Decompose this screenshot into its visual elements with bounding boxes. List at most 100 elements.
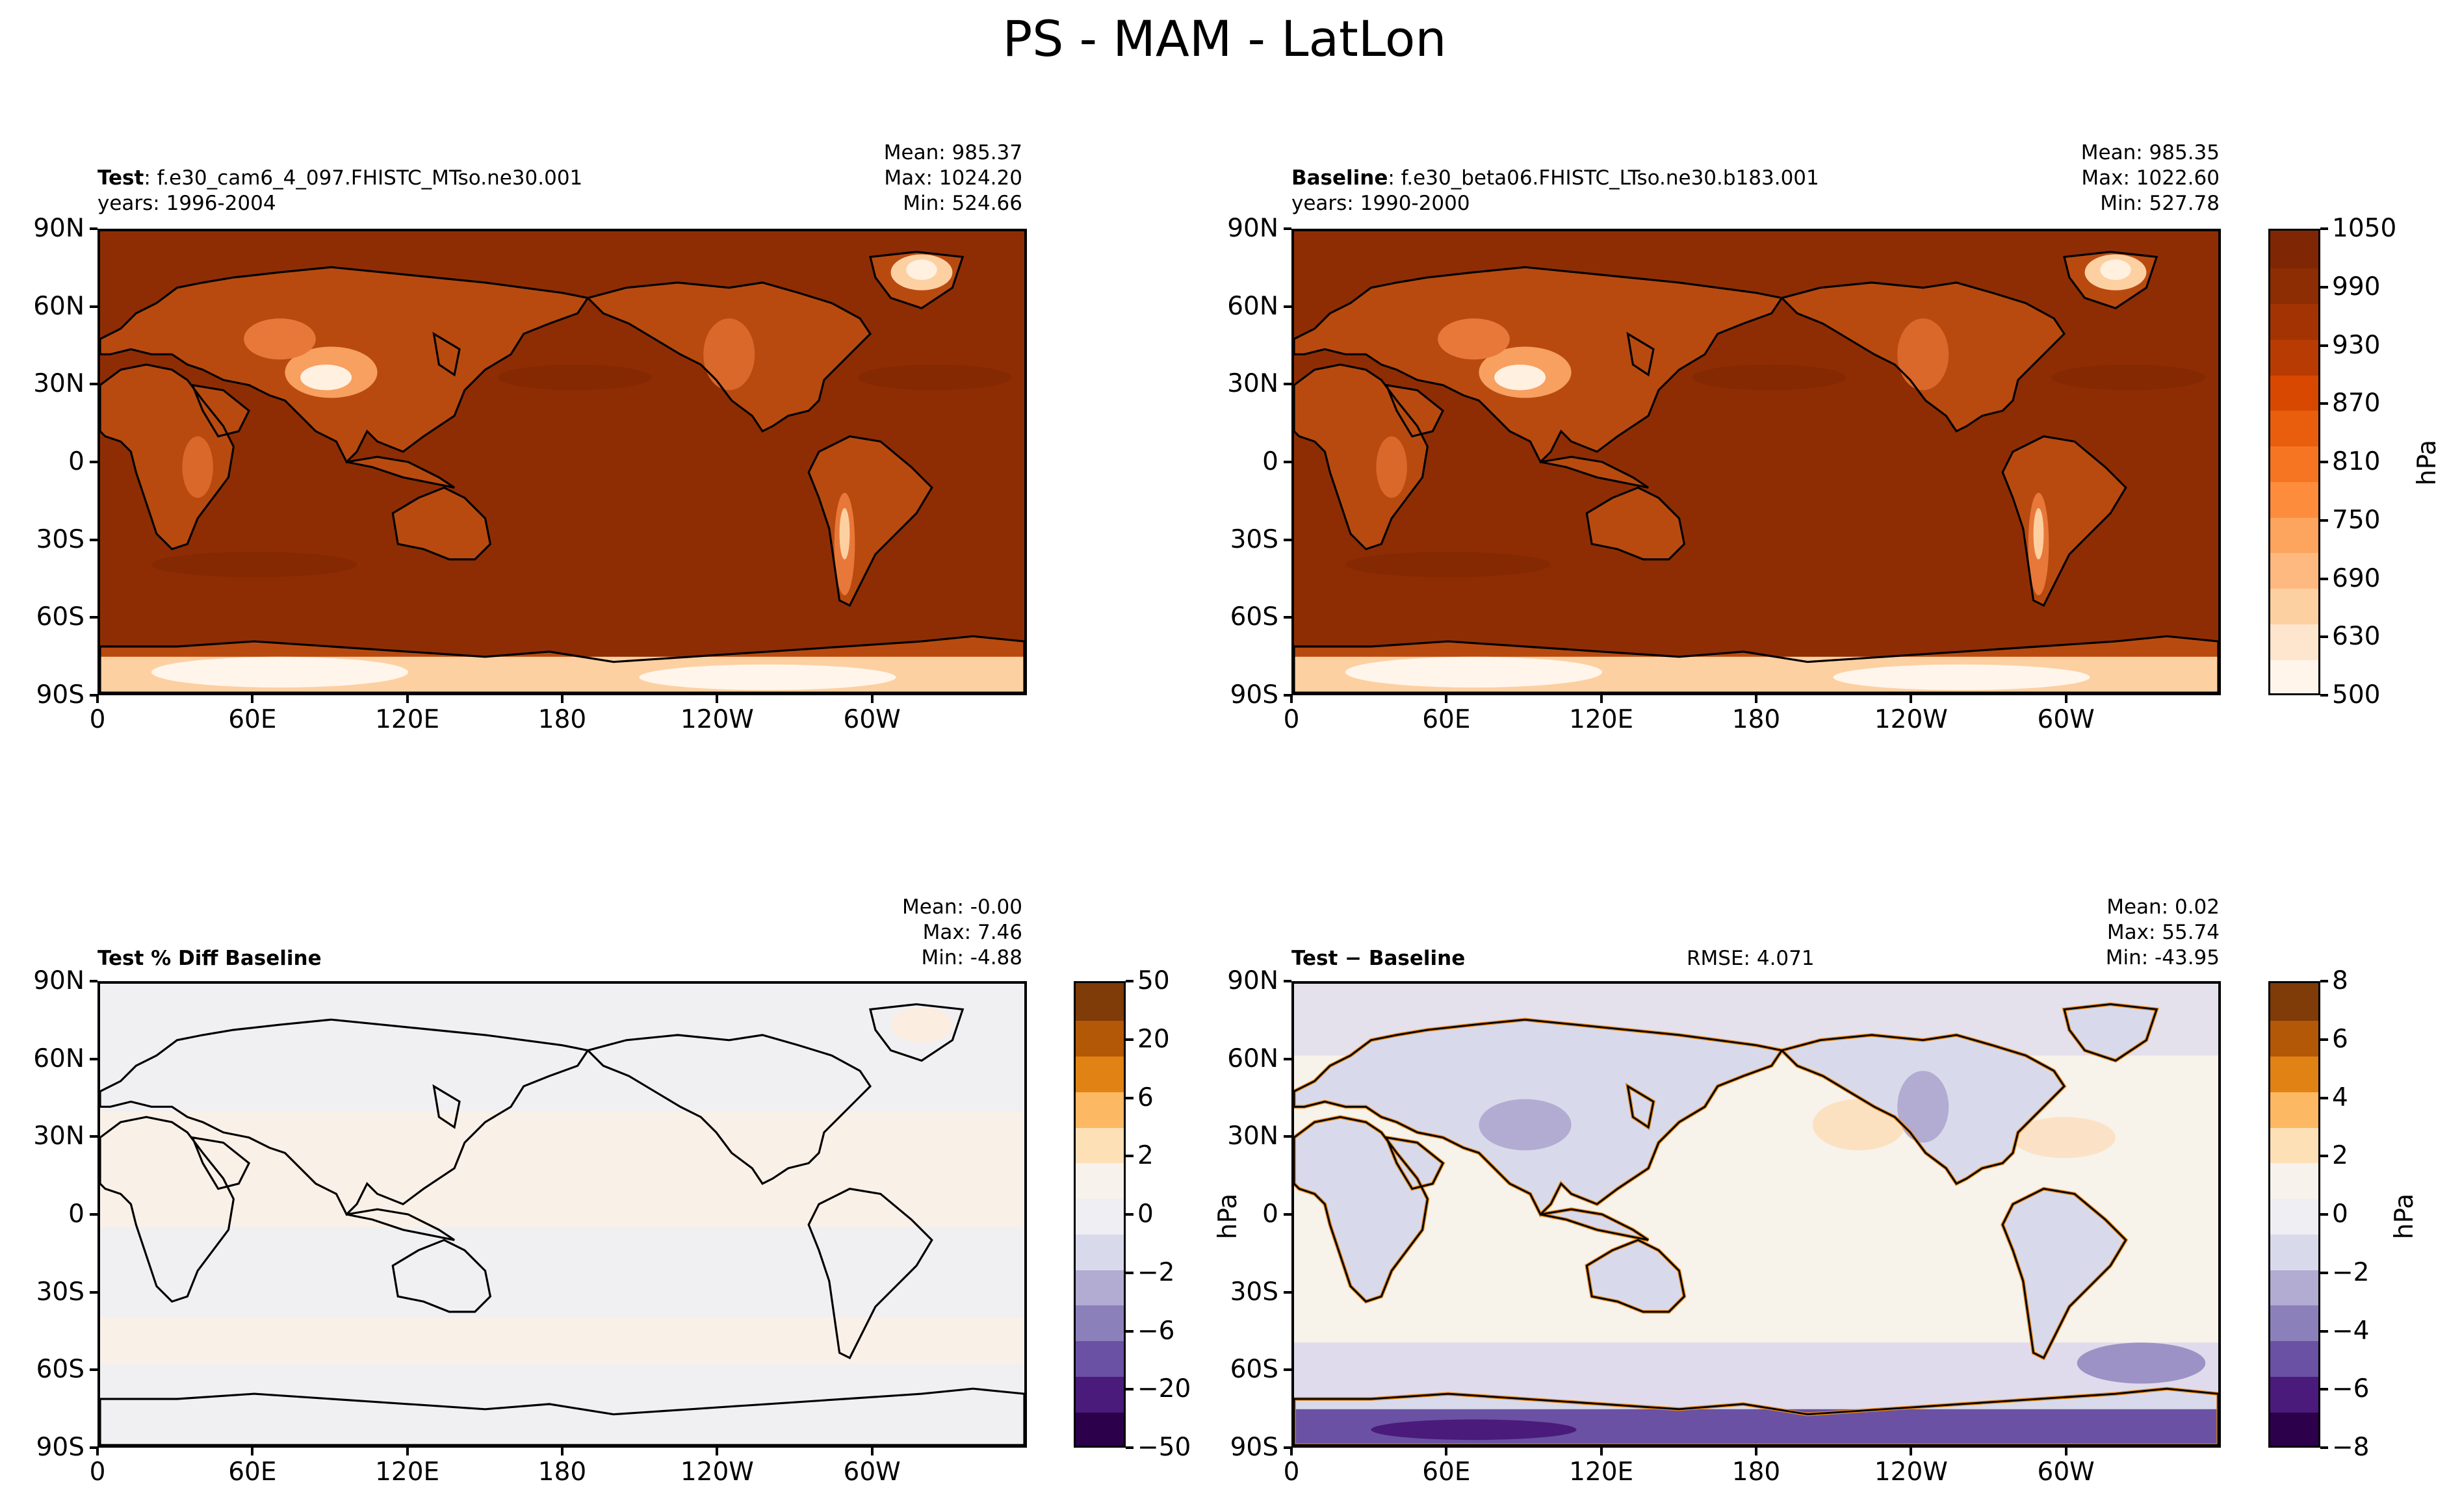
baseline-case-label: Baseline: f.e30_beta06.FHISTC_LTso.ne30.… <box>1291 166 1819 191</box>
y-tick-mark <box>90 305 97 308</box>
colorbar-segment <box>2270 1160 2318 1199</box>
y-tick-mark <box>1284 616 1291 619</box>
x-tick-mark <box>2064 695 2067 703</box>
x-tick-label: 60W <box>2037 1457 2095 1487</box>
x-tick-label: 120E <box>375 1457 440 1487</box>
y-tick-label: 60N <box>1227 291 1278 321</box>
colorbar-tick-label: −6 <box>1137 1316 1175 1346</box>
x-tick-label: 60W <box>843 705 901 734</box>
x-tick-mark <box>96 695 99 703</box>
y-tick-label: 0 <box>68 1199 84 1229</box>
x-tick-label: 180 <box>1731 1457 1781 1487</box>
colorbar-segment <box>1076 1374 1124 1413</box>
colorbar-segment <box>1076 1018 1124 1057</box>
colorbar-tick-mark <box>1126 1038 1134 1041</box>
pct-colorbar <box>1074 981 1126 1448</box>
y-tick-mark <box>1284 1446 1291 1449</box>
colorbar-tick-mark <box>1126 980 1134 982</box>
y-tick-label: 90S <box>36 1433 84 1462</box>
colorbar-tick-label: −2 <box>1137 1257 1175 1287</box>
colorbar-tick-label: 0 <box>2332 1199 2348 1229</box>
x-tick-mark <box>1910 695 1913 703</box>
baseline-max: Max: 1022.60 <box>2081 166 2220 190</box>
abs-diff-min: Min: -43.95 <box>2105 946 2220 969</box>
y-tick-label: 30S <box>36 1277 84 1307</box>
colorbar-tick-label: 930 <box>2332 330 2381 360</box>
y-tick-label: 30N <box>33 369 84 399</box>
y-tick-label: 0 <box>1262 447 1278 476</box>
colorbar-tick-mark <box>2320 1038 2328 1041</box>
y-tick-label: 30N <box>33 1121 84 1151</box>
colorbar-segment <box>2270 337 2318 376</box>
abs-diff-rmse: RMSE: 4.071 <box>1687 947 1815 970</box>
x-tick-mark <box>1290 1448 1293 1455</box>
colorbar-segment <box>2270 983 2318 1021</box>
colorbar-segment <box>1076 1196 1124 1235</box>
ps-colorbar-unit: hPa <box>2413 439 2443 486</box>
colorbar-tick-label: −50 <box>1137 1433 1191 1462</box>
diff-colorbar <box>2268 981 2320 1448</box>
x-tick-mark <box>406 1448 409 1455</box>
test-max: Max: 1024.20 <box>884 166 1022 190</box>
x-tick-mark <box>1600 695 1603 703</box>
colorbar-tick-label: −8 <box>2332 1433 2370 1462</box>
colorbar-segment <box>2270 1196 2318 1235</box>
y-tick-label: 0 <box>1262 1199 1278 1229</box>
y-tick-mark <box>90 1290 97 1294</box>
y-tick-label: 60N <box>1227 1044 1278 1073</box>
colorbar-tick-label: −4 <box>2332 1316 2370 1346</box>
x-tick-mark <box>561 695 564 703</box>
colorbar-tick-label: 20 <box>1137 1024 1170 1054</box>
test-case-label: Test: f.e30_cam6_4_097.FHISTC_MTso.ne30.… <box>97 166 582 191</box>
colorbar-tick-mark <box>2320 980 2328 982</box>
pct-diff-map-svg <box>100 984 1024 1445</box>
colorbar-tick-mark <box>1126 1329 1134 1333</box>
y-tick-label: 90S <box>36 680 84 710</box>
y-tick-mark <box>90 1213 97 1216</box>
colorbar-segment <box>1076 1303 1124 1342</box>
colorbar-tick-label: 990 <box>2332 272 2381 301</box>
colorbar-segment <box>2270 1303 2318 1342</box>
test-stats: Mean: 985.37 Max: 1024.20 Min: 524.66 <box>884 140 1022 216</box>
colorbar-tick-mark <box>2320 1213 2328 1216</box>
y-tick-mark <box>1284 1057 1291 1060</box>
colorbar-tick-label: 500 <box>2332 680 2381 710</box>
pct-diff-stats: Mean: -0.00 Max: 7.46 Min: -4.88 <box>902 895 1022 971</box>
pct-diff-map <box>97 981 1027 1448</box>
colorbar-tick-label: 690 <box>2332 563 2381 593</box>
colorbar-segment <box>1076 1268 1124 1306</box>
colorbar-segment <box>2270 1374 2318 1413</box>
y-tick-label: 90N <box>33 966 84 995</box>
colorbar-tick-mark <box>2320 1446 2328 1449</box>
y-tick-label: 60N <box>33 1044 84 1073</box>
colorbar-segment <box>2270 1410 2318 1446</box>
colorbar-tick-mark <box>2320 519 2328 522</box>
y-tick-label: 90N <box>1227 214 1278 243</box>
colorbar-tick-label: 6 <box>2332 1024 2348 1054</box>
colorbar-segment <box>2270 1054 2318 1092</box>
colorbar-segment <box>2270 301 2318 340</box>
x-tick-mark <box>870 1448 874 1455</box>
x-tick-label: 120W <box>680 1457 754 1487</box>
colorbar-segment <box>1076 983 1124 1021</box>
colorbar-segment <box>2270 480 2318 518</box>
colorbar-tick-mark <box>1126 1155 1134 1158</box>
colorbar-tick-label: 2 <box>2332 1141 2348 1171</box>
colorbar-tick-mark <box>2320 1388 2328 1391</box>
x-tick-label: 60W <box>2037 705 2095 734</box>
y-tick-mark <box>1284 1290 1291 1294</box>
colorbar-segment <box>2270 550 2318 589</box>
colorbar-tick-mark <box>1126 1271 1134 1274</box>
diff-colorbar-unit: hPa <box>2390 1193 2420 1240</box>
colorbar-segment <box>2270 373 2318 411</box>
colorbar-segment <box>2270 586 2318 625</box>
colorbar-segment <box>2270 1018 2318 1057</box>
x-tick-mark <box>561 1448 564 1455</box>
x-tick-mark <box>870 695 874 703</box>
y-tick-label: 90N <box>33 214 84 243</box>
colorbar-tick-mark <box>2320 1096 2328 1099</box>
colorbar-segment <box>2270 1090 2318 1128</box>
pct-diff-min: Min: -4.88 <box>921 946 1022 969</box>
x-tick-label: 120E <box>1569 1457 1634 1487</box>
baseline-years: years: 1990-2000 <box>1291 192 1470 215</box>
